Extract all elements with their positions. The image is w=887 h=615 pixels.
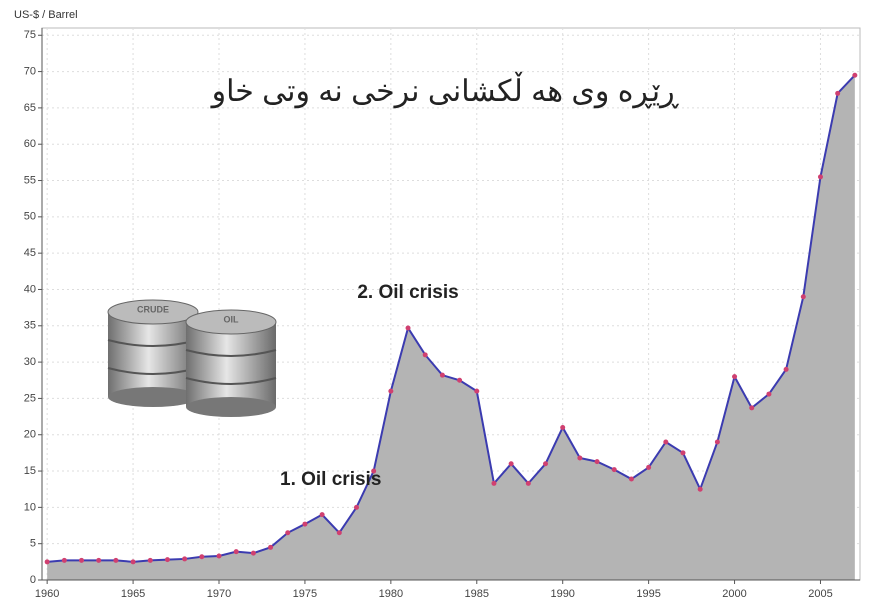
point (783, 366, 789, 372)
point (61, 557, 67, 563)
y-tick-label: 45 (24, 247, 36, 259)
point (336, 530, 342, 536)
y-tick-label: 25 (24, 392, 36, 404)
annotation: 1. Oil crisis (280, 469, 381, 490)
point (525, 480, 531, 486)
point (422, 352, 428, 358)
line (47, 74, 856, 563)
point (611, 467, 617, 473)
x-tick-label: 1985 (465, 588, 489, 600)
point (474, 388, 480, 394)
y-tick-label: 40 (24, 283, 36, 295)
y-tick-label: 50 (24, 211, 36, 223)
point (250, 550, 256, 556)
point (216, 553, 222, 559)
point (302, 521, 308, 527)
x-tick-label: 1995 (636, 588, 660, 600)
y-tick-label: 20 (24, 429, 36, 441)
point (594, 459, 600, 465)
point (388, 388, 394, 394)
point (628, 476, 634, 482)
point (852, 72, 858, 78)
point (285, 530, 291, 536)
point (577, 455, 583, 461)
point (319, 512, 325, 518)
y-tick-label: 60 (24, 138, 36, 150)
barrel-label: OIL (224, 314, 240, 324)
y-tick-label: 5 (30, 538, 36, 550)
point (680, 450, 686, 456)
chart-title: ڕێڕه وی هه ڵکشانی نرخی نه وتی خاو (210, 71, 680, 109)
point (508, 461, 514, 467)
y-axis-title: US-$ / Barrel (14, 9, 78, 21)
point (835, 90, 841, 96)
y-tick-label: 30 (24, 356, 36, 368)
point (457, 377, 463, 383)
y-tick-label: 10 (24, 501, 36, 513)
point (800, 294, 806, 300)
point (147, 557, 153, 563)
y-tick-label: 65 (24, 102, 36, 114)
point (199, 554, 205, 560)
x-tick-label: 1990 (550, 588, 574, 600)
point (732, 374, 738, 380)
y-tick-label: 75 (24, 29, 36, 41)
barrel-label: CRUDE (137, 304, 169, 314)
plot-area: 0 5 10 15 20 25 30 35 40 45 50 55 60 65 70 75 1960 1965 19… (24, 27, 861, 600)
point (697, 486, 703, 492)
point (560, 424, 566, 430)
point (130, 559, 136, 565)
point (268, 544, 274, 550)
x-tick-label: 2005 (808, 588, 832, 600)
point (79, 557, 85, 563)
point (233, 549, 239, 555)
point (663, 439, 669, 445)
y-tick-label: 70 (24, 65, 36, 77)
point (543, 461, 549, 467)
y-tick-label: 35 (24, 320, 36, 332)
point (182, 556, 188, 562)
point (646, 464, 652, 470)
point (817, 174, 823, 180)
barrel-icon: CRUDE OIL (107, 299, 277, 417)
y-tick-label: 0 (30, 574, 36, 586)
y-tick-label: 55 (24, 174, 36, 186)
x-tick-label: 1975 (293, 588, 317, 600)
area (47, 75, 855, 581)
point (44, 559, 50, 565)
point (766, 391, 772, 397)
point (164, 557, 170, 563)
x-tick-label: 2000 (722, 588, 746, 600)
point (371, 468, 377, 474)
x-tick-label: 1970 (207, 588, 231, 600)
point (113, 557, 119, 563)
x-tick-label: 1960 (35, 588, 59, 600)
point (405, 325, 411, 331)
x-tick-label: 1965 (121, 588, 145, 600)
point (439, 372, 445, 378)
point (353, 504, 359, 510)
y-tick-label: 15 (24, 465, 36, 477)
point (96, 557, 102, 563)
x-tick-label: 1980 (379, 588, 403, 600)
point (749, 405, 755, 411)
point (714, 439, 720, 445)
point (491, 480, 497, 486)
annotation: 2. Oil crisis (357, 282, 458, 303)
